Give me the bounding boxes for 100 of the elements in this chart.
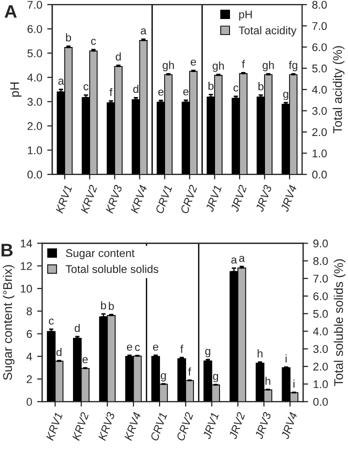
y2-tick-label: 5.0 bbox=[312, 64, 327, 72]
data-label: e bbox=[153, 344, 158, 351]
data-label: b bbox=[208, 82, 214, 90]
data-label: gh bbox=[212, 62, 224, 72]
y-tick-label: 4.0 bbox=[27, 74, 42, 82]
y2-tick-label: 3.0 bbox=[313, 345, 328, 353]
y2-tick-label: 6.0 bbox=[313, 292, 328, 300]
y2-tick-label: 6.0 bbox=[312, 43, 327, 52]
legend-label: pH bbox=[239, 10, 252, 21]
data-label: h bbox=[266, 376, 270, 385]
y-tick-label: 0.0 bbox=[27, 170, 42, 179]
y-axis-title: pH bbox=[10, 82, 22, 97]
x-tick-label: KRV3 bbox=[98, 412, 116, 441]
y2-tick-label: 4.0 bbox=[312, 86, 327, 94]
data-label: gh bbox=[262, 60, 274, 72]
x-tick-label: JRV1 bbox=[202, 412, 219, 440]
x-tick-label: KRV4 bbox=[124, 412, 141, 441]
y-tick-label: 7.0 bbox=[28, 0, 42, 9]
x-tick-label: CRV2 bbox=[180, 184, 198, 214]
data-label: c bbox=[48, 318, 54, 325]
data-label: e bbox=[158, 90, 164, 96]
y2-tick-label: 1.0 bbox=[312, 149, 327, 158]
y2-tick-label: 7.0 bbox=[312, 22, 327, 30]
x-tick-label: JRV3 bbox=[254, 412, 272, 440]
data-label: f bbox=[180, 344, 184, 353]
chart-title: A bbox=[4, 5, 17, 18]
x-tick-label: CRV2 bbox=[176, 412, 194, 442]
x-tick-label: KRV2 bbox=[80, 184, 98, 214]
y2-tick-label: 3.0 bbox=[312, 107, 327, 115]
data-label: d bbox=[133, 84, 138, 94]
x-tick-label: JRV4 bbox=[280, 412, 298, 440]
data-label: i bbox=[293, 380, 294, 388]
data-label: a bbox=[140, 28, 146, 34]
y-tick-label: 10 bbox=[20, 284, 32, 293]
x-tick-label: JRV3 bbox=[255, 184, 272, 212]
x-tick-label: CRV1 bbox=[155, 185, 172, 214]
x-tick-label: KRV2 bbox=[72, 412, 89, 441]
legend-label: Total soluble solids bbox=[66, 264, 158, 274]
y2-tick-label: 8.0 bbox=[313, 257, 328, 265]
data-label: d bbox=[74, 324, 80, 332]
y2-tick-label: 9.0 bbox=[313, 240, 328, 248]
data-label: e bbox=[82, 357, 88, 364]
data-label: c bbox=[234, 85, 238, 92]
y-tick-label: 5.0 bbox=[27, 49, 42, 58]
y2-tick-label: 7.0 bbox=[313, 274, 328, 283]
data-label: b bbox=[108, 302, 114, 310]
x-tick-label: KRV3 bbox=[105, 184, 122, 214]
data-label: c bbox=[84, 84, 88, 90]
y-tick-label: 0 bbox=[26, 398, 32, 406]
data-label: c bbox=[135, 344, 140, 351]
y2-tick-label: 0.0 bbox=[312, 170, 327, 179]
x-tick-label: JRV4 bbox=[280, 184, 297, 212]
y-tick-label: 1.0 bbox=[28, 146, 42, 154]
data-label: g bbox=[213, 374, 218, 382]
data-label: d bbox=[116, 52, 121, 61]
y-tick-label: 6.0 bbox=[28, 25, 42, 33]
x-tick-label: KRV4 bbox=[130, 184, 148, 214]
y-axis-title: Sugar content (°Brix) bbox=[2, 265, 14, 380]
legend-label: Sugar content bbox=[66, 249, 135, 260]
data-label: b bbox=[258, 82, 264, 90]
y-tick-label: 2 bbox=[26, 375, 32, 384]
y-tick-label: 12 bbox=[20, 262, 32, 270]
y2-tick-label: 2.0 bbox=[312, 128, 327, 136]
data-label: i bbox=[286, 354, 287, 362]
data-label: f bbox=[242, 60, 245, 68]
data-label: h bbox=[258, 349, 262, 358]
y2-tick-label: 4.0 bbox=[313, 328, 328, 336]
data-label: d bbox=[56, 348, 62, 356]
y-tick-label: 14 bbox=[20, 240, 32, 248]
data-label: b bbox=[101, 301, 106, 310]
y-tick-label: 4 bbox=[26, 352, 32, 360]
data-label: e bbox=[126, 344, 132, 351]
y2-tick-label: 2.0 bbox=[313, 362, 328, 371]
x-tick-label: JRV2 bbox=[228, 412, 246, 440]
data-label: f bbox=[110, 88, 112, 96]
data-label: a bbox=[231, 257, 238, 264]
y-tick-label: 6 bbox=[26, 330, 32, 338]
x-tick-label: JRV1 bbox=[206, 185, 222, 212]
x-tick-label: CRV1 bbox=[150, 412, 168, 442]
data-label: g bbox=[205, 348, 210, 358]
y-tick-label: 3.0 bbox=[27, 98, 42, 106]
chart-title: B bbox=[2, 244, 13, 256]
x-tick-label: JRV2 bbox=[230, 184, 247, 212]
y2-axis-title: Total acidity (%) bbox=[332, 46, 344, 134]
data-label: b bbox=[66, 33, 72, 42]
y-tick-label: 2.0 bbox=[28, 122, 42, 130]
data-label: fg bbox=[288, 60, 298, 72]
data-label: e bbox=[190, 60, 196, 66]
y2-tick-label: 8.0 bbox=[312, 0, 327, 9]
data-label: c bbox=[91, 38, 96, 45]
y2-tick-label: 5.0 bbox=[313, 310, 328, 318]
x-tick-label: KRV1 bbox=[55, 185, 72, 214]
data-label: g bbox=[160, 373, 166, 382]
y-tick-label: 8 bbox=[26, 307, 32, 316]
data-label: gh bbox=[162, 60, 174, 72]
data-label: g bbox=[283, 92, 288, 100]
data-label: a bbox=[239, 256, 245, 262]
x-tick-label: KRV1 bbox=[46, 412, 62, 441]
y2-tick-label: 1.0 bbox=[314, 380, 328, 388]
legend-label: Total acidity bbox=[238, 26, 296, 37]
